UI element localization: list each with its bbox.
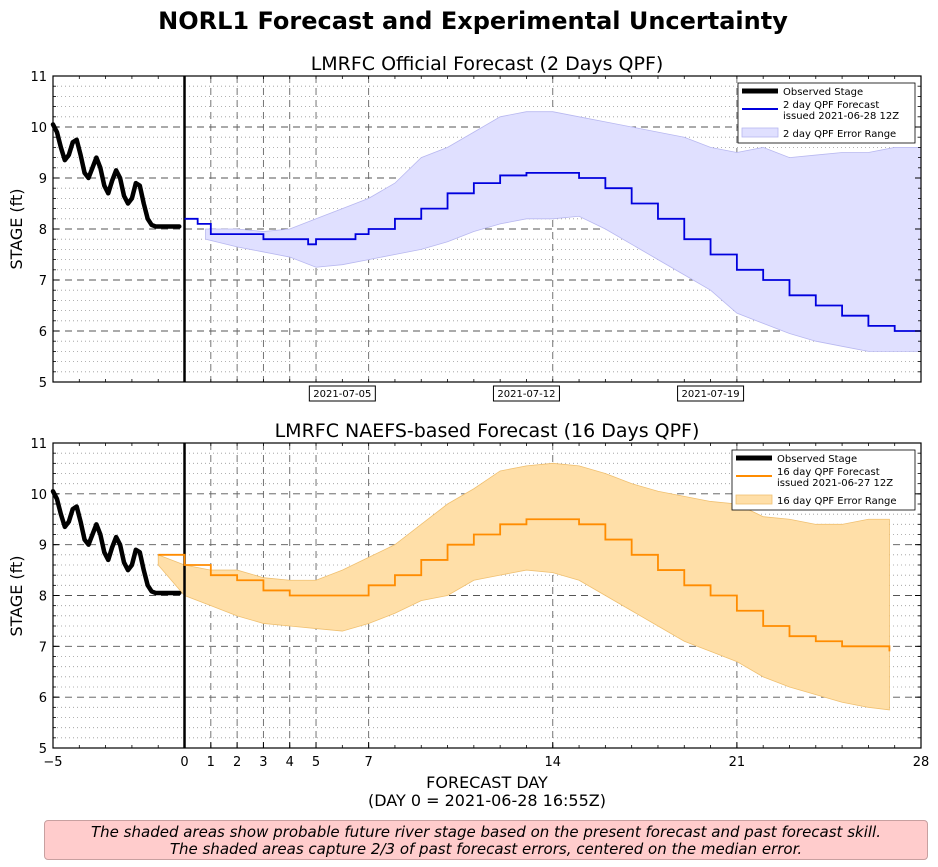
date-marker-box — [492, 385, 560, 402]
date-marker-box — [308, 385, 376, 402]
legend-forecast-issued-label: issued 2021-06-27 12Z — [777, 478, 893, 489]
x-tick-label: 0 — [180, 755, 188, 770]
legend-forecast-label: 2 day QPF Forecast — [783, 100, 879, 111]
panel-naefs-forecast: LMRFC NAEFS-based Forecast (16 Days QPF)… — [7, 420, 929, 770]
panel-title: LMRFC NAEFS-based Forecast (16 Days QPF) — [275, 420, 700, 442]
note-line-1: The shaded areas show probable future ri… — [91, 823, 881, 841]
y-tick-label: 10 — [30, 488, 47, 503]
legend-observed-label: Observed Stage — [777, 454, 857, 465]
y-tick-label: 6 — [39, 691, 47, 706]
y-tick-label: 9 — [39, 539, 47, 554]
date-marker-label: 2021-07-19 — [682, 389, 740, 400]
x-axis-label: FORECAST DAY — [426, 773, 548, 792]
date-marker-label: 2021-07-12 — [497, 389, 555, 400]
panel-official-forecast: LMRFC Official Forecast (2 Days QPF) STA… — [7, 53, 922, 402]
observed-stage-line — [50, 122, 182, 229]
y-tick-label: 10 — [30, 121, 47, 136]
explanation-note: The shaded areas show probable future ri… — [44, 820, 928, 860]
x-tick-label: 28 — [913, 755, 930, 770]
y-tick-label: 6 — [39, 325, 47, 340]
x-tick-label: −5 — [43, 755, 62, 770]
note-line-2: The shaded areas capture 2/3 of past for… — [169, 840, 803, 858]
panel-title: LMRFC Official Forecast (2 Days QPF) — [311, 53, 664, 75]
y-tick-label: 11 — [30, 437, 47, 452]
date-marker-label: 2021-07-05 — [313, 389, 371, 400]
legend-band-label: 2 day QPF Error Range — [783, 129, 896, 140]
legend-forecast-issued-label: issued 2021-06-28 12Z — [783, 111, 899, 122]
error-range-band — [157, 462, 890, 711]
x-axis-sublabel: (DAY 0 = 2021-06-28 16:55Z) — [368, 791, 606, 810]
x-tick-label: 5 — [312, 755, 320, 770]
y-axis-label: STAGE (ft) — [7, 188, 26, 269]
y-tick-label: 9 — [39, 172, 47, 187]
x-tick-label: 3 — [259, 755, 267, 770]
figure-title: NORL1 Forecast and Experimental Uncertai… — [158, 7, 788, 35]
y-tick-label: 7 — [39, 640, 47, 655]
legend-band-swatch — [735, 494, 773, 505]
y-tick-label: 11 — [30, 70, 47, 85]
y-tick-label: 8 — [39, 590, 47, 605]
x-tick-label: 21 — [729, 755, 746, 770]
y-tick-label: 8 — [39, 223, 47, 238]
legend-forecast-label: 16 day QPF Forecast — [777, 467, 880, 478]
x-tick-label: 4 — [286, 755, 294, 770]
legend-observed-label: Observed Stage — [783, 87, 863, 98]
forecast-line — [158, 518, 891, 652]
forecast-line — [184, 171, 921, 332]
y-tick-label: 5 — [39, 376, 47, 391]
x-tick-label: 7 — [364, 755, 372, 770]
plot-area: 5 6 7 8 9 10 11 −5 0 1 2 3 4 5 7 14 21 28 Observed Stage 16… — [30, 437, 929, 770]
legend-band-label: 16 day QPF Error Range — [777, 496, 897, 507]
y-axis-label: STAGE (ft) — [7, 555, 26, 636]
x-tick-label: 1 — [207, 755, 215, 770]
x-tick-label: 2 — [233, 755, 241, 770]
legend-band-swatch — [741, 127, 779, 138]
y-tick-label: 5 — [39, 742, 47, 757]
date-marker-box — [677, 385, 745, 402]
observed-stage-line — [50, 489, 182, 596]
plot-area: 5 6 7 8 9 10 11 2021-07-05 2021-07-12 2021-07-19 O… — [30, 70, 922, 402]
y-tick-label: 7 — [39, 274, 47, 289]
x-tick-label: 14 — [544, 755, 561, 770]
